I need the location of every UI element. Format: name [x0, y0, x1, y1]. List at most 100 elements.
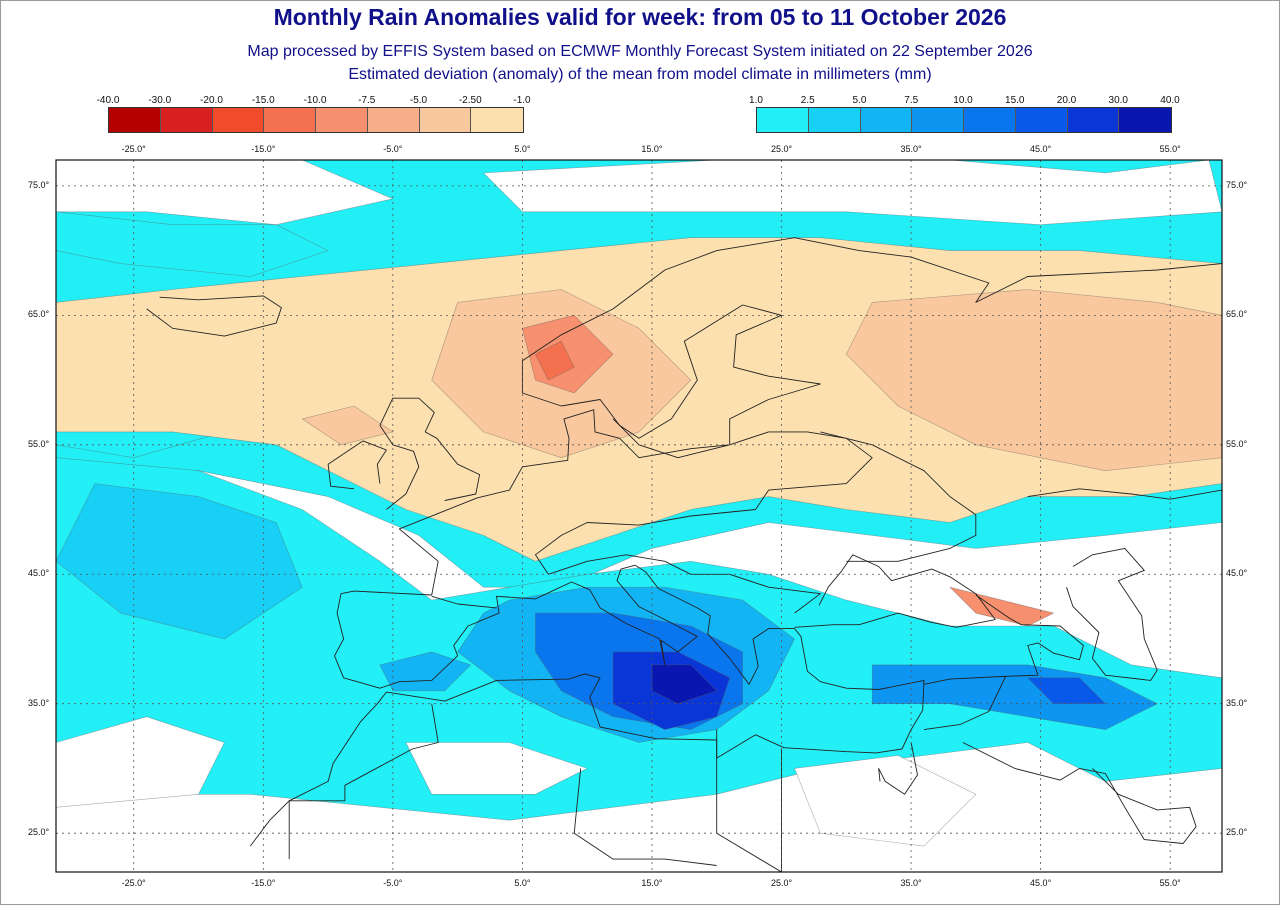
- longitude-label: 25.0°: [770, 878, 793, 888]
- longitude-label: -25.0°: [121, 878, 146, 888]
- coastline-north-europe: [340, 237, 1222, 596]
- legend-negative-swatch: [471, 108, 523, 132]
- coastline-ireland: [327, 440, 387, 490]
- wet-area-level-6: [1027, 677, 1106, 704]
- coastline-caspian: [1066, 547, 1158, 681]
- border-arabia: [962, 742, 1080, 781]
- latitude-label: 45.0°: [28, 568, 50, 579]
- longitude-label: -5.0°: [383, 144, 403, 154]
- border-russia-kazakhstan: [1027, 488, 1222, 500]
- coastline-black-sea: [794, 554, 996, 628]
- legend-negative-tick-label: -15.0: [251, 95, 275, 106]
- longitude-label: 35.0°: [900, 878, 922, 888]
- latitude-label: 35.0°: [28, 697, 50, 708]
- legend-negative-swatch: [316, 108, 368, 132]
- legend-positive-tick-label: 7.5: [904, 95, 919, 106]
- legend-negative-swatch: [160, 108, 213, 132]
- longitude-label: 5.0°: [514, 878, 531, 888]
- legend-positive-swatch: [757, 108, 809, 132]
- longitude-label: 15.0°: [641, 144, 663, 154]
- longitude-label: 15.0°: [641, 878, 663, 888]
- legend-positive-colorbar: [756, 107, 1172, 133]
- latitude-label: 25.0°: [28, 827, 50, 838]
- wet-area-level-1: [56, 211, 329, 277]
- neutral-area: [405, 742, 588, 795]
- longitude-label: -15.0°: [251, 878, 276, 888]
- legend-positive-swatch: [808, 108, 861, 132]
- anomaly-field: [56, 160, 1222, 872]
- legend-positive-tick-label: 20.0: [1056, 95, 1077, 106]
- longitude-label: 35.0°: [900, 144, 922, 154]
- latitude-label: 65.0°: [1226, 309, 1248, 320]
- longitude-label: 25.0°: [770, 144, 793, 154]
- latitude-label: 65.0°: [28, 309, 50, 320]
- border-libya-egypt: [716, 729, 782, 872]
- map-border: [55, 159, 1223, 873]
- legend-negative-swatch: [109, 108, 161, 132]
- coastlines-and-borders: [146, 237, 1222, 872]
- wet-area-level-3: [379, 651, 471, 692]
- map-subtitle-units: Estimated deviation (anomaly) of the mea…: [348, 66, 932, 83]
- latitude-label: 75.0°: [28, 179, 50, 190]
- border-syria-iraq: [923, 676, 1007, 731]
- legend-positive-tick-label: 15.0: [1005, 95, 1025, 106]
- latitude-label: 75.0°: [1226, 179, 1248, 190]
- legend-negative-tick-label: -1.0: [513, 95, 531, 106]
- neutral-area: [794, 755, 977, 847]
- coastline-red-sea: [878, 742, 918, 795]
- longitude-label: -5.0°: [383, 878, 403, 888]
- neutral-area: [483, 160, 1222, 225]
- dry-area-level-4: [949, 586, 1054, 627]
- legend-positive-swatch: [912, 108, 964, 132]
- legend-positive-swatch: [964, 108, 1016, 132]
- border-pyrenees: [431, 595, 497, 609]
- legend-negative-tick-label: -20.0: [200, 95, 223, 106]
- legend-negative-tick-label: -7.5: [358, 95, 376, 106]
- legend-negative-swatch: [367, 108, 420, 132]
- legend-negative-tick-label: -5.0: [409, 95, 428, 106]
- legend-positive-swatch: [1067, 108, 1120, 132]
- latitude-label: 45.0°: [1226, 568, 1248, 579]
- legend-positive-swatch: [1015, 108, 1068, 132]
- border-east-europe: [820, 431, 977, 562]
- legend-negative-tick-label: -40.0: [96, 95, 120, 106]
- legend-negative-tick-label: -2.50: [458, 95, 482, 106]
- border-algeria-morocco: [288, 703, 439, 860]
- wet-area-level-8: [651, 664, 717, 704]
- map-title: Monthly Rain Anomalies valid for week: f…: [273, 4, 1007, 30]
- legend-negative-swatch: [419, 108, 472, 132]
- longitude-label: 45.0°: [1030, 144, 1052, 154]
- legend-positive-tick-label: 10.0: [953, 95, 973, 106]
- border-turkey-caucasus: [923, 594, 1084, 685]
- longitude-label: 45.0°: [1030, 878, 1052, 888]
- legend-positive-tick-label: 30.0: [1108, 95, 1128, 106]
- border-libya: [573, 768, 717, 866]
- legend-positive-tick-label: 2.5: [800, 95, 815, 106]
- wet-area-level-4: [871, 664, 1158, 730]
- dry-area-level-2: [846, 289, 1222, 471]
- legend-negative-tick-label: -30.0: [148, 95, 172, 106]
- longitude-label: 55.0°: [1159, 878, 1181, 888]
- latitude-label: 25.0°: [1226, 827, 1248, 838]
- legend-negative-colorbar: [108, 107, 524, 133]
- latitude-label: 55.0°: [28, 438, 50, 449]
- longitude-label: -25.0°: [121, 144, 146, 154]
- latitude-label: 35.0°: [1226, 697, 1248, 708]
- coastline-great-britain: [379, 397, 481, 510]
- legend-negative-tick-label: -10.0: [303, 95, 327, 106]
- coastline-mediterranean: [249, 564, 925, 847]
- legend-positive-tick-label: 5.0: [852, 95, 867, 106]
- longitude-label: -15.0°: [251, 144, 276, 154]
- coastline-persian-gulf: [1079, 767, 1197, 844]
- longitude-label: 55.0°: [1159, 144, 1181, 154]
- legend-positive-tick-label: 40.0: [1160, 95, 1180, 106]
- dry-area-level-5: [535, 340, 575, 381]
- border-central-europe: [534, 418, 873, 614]
- map-subtitle-source: Map processed by EFFIS System based on E…: [247, 43, 1033, 60]
- legend-negative-swatch: [264, 108, 316, 132]
- neutral-area: [56, 716, 225, 808]
- legend-negative-swatch: [212, 108, 265, 132]
- longitude-label: 5.0°: [514, 144, 531, 154]
- wet-area-level-2: [56, 483, 303, 640]
